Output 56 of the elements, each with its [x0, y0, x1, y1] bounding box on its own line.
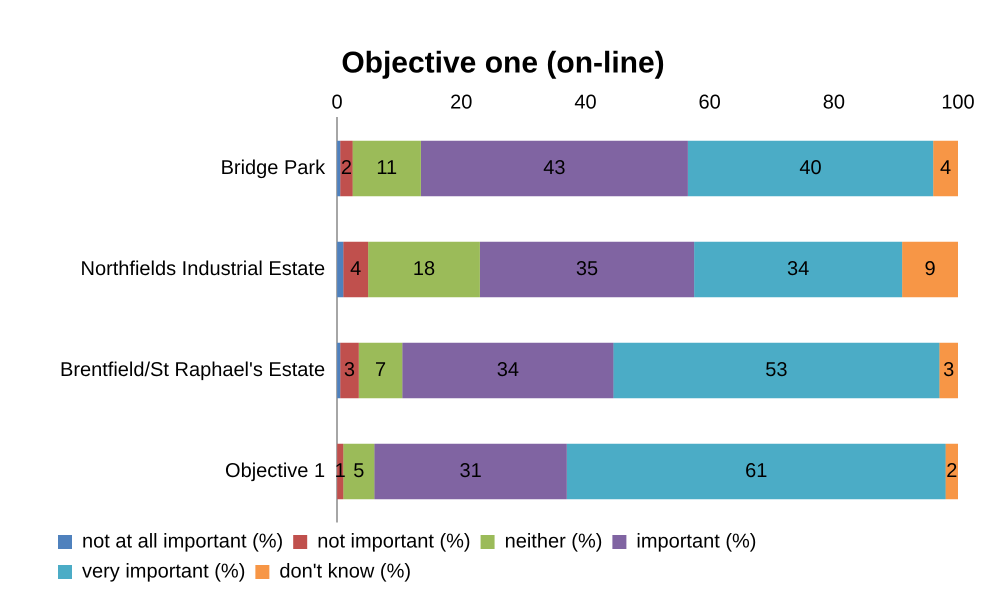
x-tick-label: 80: [822, 92, 845, 114]
data-label: 2: [340, 157, 352, 180]
bar: [337, 242, 344, 298]
bar: [946, 444, 958, 500]
bar: [939, 342, 958, 398]
y-tick-label: Northfields Industrial Estate: [80, 258, 326, 280]
data-label: 18: [412, 258, 436, 280]
legend-label: don't know (%): [279, 560, 412, 583]
x-tick-label: 60: [698, 92, 721, 114]
bar: [374, 444, 567, 500]
data-label: 3: [344, 359, 356, 382]
data-label: 3: [943, 359, 954, 382]
data-label: 9: [924, 258, 936, 280]
data-label: 43: [543, 157, 566, 180]
y-tick-label: Brentfield/St Raphael's Estate: [60, 359, 326, 382]
legend-label: very important (%): [82, 560, 246, 583]
bar: [352, 140, 421, 196]
bar: [343, 444, 374, 500]
x-tick-label: 100: [941, 92, 975, 114]
bar: [902, 242, 958, 298]
data-label: 5: [353, 460, 364, 482]
bar: [343, 242, 368, 298]
data-label: 4: [350, 258, 362, 280]
x-tick-label: 0: [332, 92, 343, 114]
data-label: 7: [374, 359, 386, 382]
y-tick-label: Objective 1: [225, 460, 326, 482]
data-label: 61: [745, 460, 768, 482]
bar: [358, 342, 402, 398]
data-label: 34: [496, 359, 519, 382]
legend-label: not important (%): [317, 530, 471, 553]
bar: [340, 140, 353, 196]
data-label: 4: [940, 157, 952, 180]
bar: [613, 342, 940, 398]
data-label: 35: [576, 258, 598, 280]
bar: [566, 444, 946, 500]
chart-title: Objective one (on-line): [341, 46, 665, 80]
data-label: 34: [786, 258, 810, 280]
bar: [420, 140, 688, 196]
x-tick-label: 40: [574, 92, 597, 114]
bar: [402, 342, 614, 398]
bar: [480, 242, 694, 298]
bar: [688, 140, 934, 196]
legend-label: neither (%): [504, 530, 602, 553]
data-label: 11: [376, 157, 398, 180]
bar: [694, 242, 902, 298]
bar: [340, 342, 359, 398]
x-tick-label: 20: [450, 92, 472, 114]
bar: [933, 140, 958, 196]
y-tick-label: Bridge Park: [220, 157, 326, 180]
data-label: 31: [459, 460, 482, 482]
legend-label: not at all important (%): [82, 530, 284, 553]
bar: [368, 242, 480, 298]
data-label: 2: [946, 460, 958, 482]
legend-label: important (%): [636, 530, 756, 553]
data-label: 40: [799, 157, 822, 180]
data-label: 53: [765, 359, 788, 382]
